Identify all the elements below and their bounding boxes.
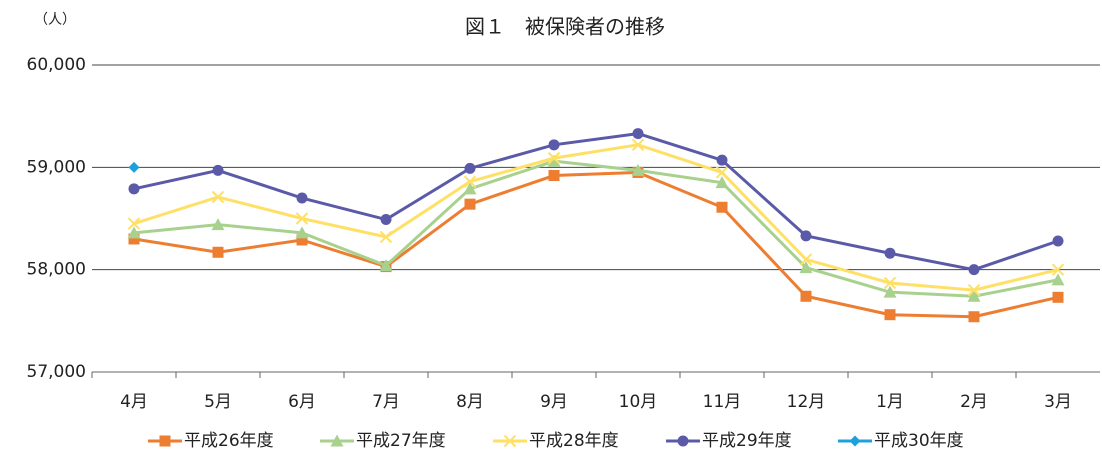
marker	[968, 264, 980, 276]
series-line	[133, 159, 1059, 298]
x-tick-label: 4月	[120, 392, 148, 412]
marker	[800, 290, 812, 302]
marker	[799, 261, 813, 274]
marker	[463, 182, 477, 195]
y-tick-label: 57,000	[27, 362, 86, 382]
marker	[631, 163, 645, 176]
x-tick-label: 6月	[288, 392, 316, 412]
marker	[380, 214, 392, 226]
marker	[1052, 291, 1064, 303]
x-tick-label: 8月	[456, 392, 484, 412]
x-tick-label: 5月	[204, 392, 232, 412]
marker	[159, 435, 171, 447]
marker	[884, 309, 896, 321]
marker	[127, 226, 141, 239]
marker	[1051, 273, 1065, 286]
y-tick-label: 58,000	[27, 260, 86, 280]
y-tick-label: 60,000	[27, 55, 86, 75]
x-tick-label: 12月	[787, 392, 826, 412]
x-tick-label: 7月	[372, 392, 400, 412]
marker	[547, 154, 561, 167]
series-line	[133, 143, 1059, 292]
marker	[295, 212, 309, 225]
marker	[212, 164, 224, 176]
marker	[883, 276, 897, 290]
legend-label: 平成30年度	[874, 431, 964, 451]
marker	[1052, 235, 1064, 247]
marker	[632, 128, 644, 140]
legend-label: 平成26年度	[184, 431, 274, 451]
legend-label: 平成27年度	[356, 431, 446, 451]
marker	[967, 289, 981, 302]
marker	[379, 230, 393, 244]
marker	[211, 218, 225, 231]
y-tick-label: 59,000	[27, 157, 86, 177]
marker	[1051, 263, 1065, 276]
marker	[464, 162, 476, 174]
marker	[715, 166, 729, 179]
marker	[128, 233, 140, 245]
marker	[883, 285, 897, 298]
marker	[968, 311, 980, 323]
marker	[464, 198, 476, 210]
marker	[715, 176, 729, 189]
x-tick-label: 9月	[540, 392, 568, 412]
series-line	[133, 132, 1059, 272]
x-tick-label: 11月	[703, 392, 742, 412]
marker	[211, 190, 225, 204]
y-unit: （人）	[34, 12, 76, 28]
legend-label: 平成28年度	[529, 431, 619, 451]
marker	[631, 138, 645, 152]
marker	[967, 283, 981, 297]
marker	[128, 183, 140, 195]
marker	[799, 253, 813, 266]
marker	[295, 226, 309, 239]
marker	[127, 217, 141, 230]
marker	[296, 234, 308, 246]
marker	[884, 247, 896, 259]
marker	[800, 230, 812, 242]
marker	[379, 259, 393, 272]
marker	[296, 192, 308, 204]
marker	[716, 201, 728, 213]
marker	[212, 246, 224, 258]
marker	[849, 435, 861, 447]
legend-label: 平成29年度	[702, 431, 792, 451]
chart-title: 図１ 被保険者の推移	[465, 15, 665, 39]
marker	[128, 161, 140, 173]
marker	[716, 154, 728, 166]
marker	[548, 170, 560, 182]
marker	[330, 434, 344, 447]
series-line	[133, 170, 1059, 319]
x-tick-label: 2月	[960, 392, 988, 412]
marker	[548, 139, 560, 151]
x-tick-label: 10月	[619, 392, 658, 412]
marker	[463, 175, 477, 188]
marker	[677, 435, 689, 447]
marker	[547, 151, 561, 165]
x-tick-label: 3月	[1044, 392, 1072, 412]
marker	[503, 434, 517, 448]
x-tick-label: 1月	[876, 392, 904, 412]
